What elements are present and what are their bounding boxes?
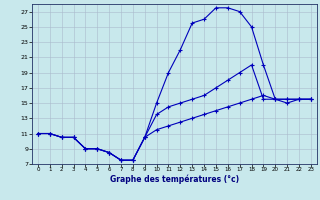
X-axis label: Graphe des températures (°c): Graphe des températures (°c) (110, 175, 239, 184)
